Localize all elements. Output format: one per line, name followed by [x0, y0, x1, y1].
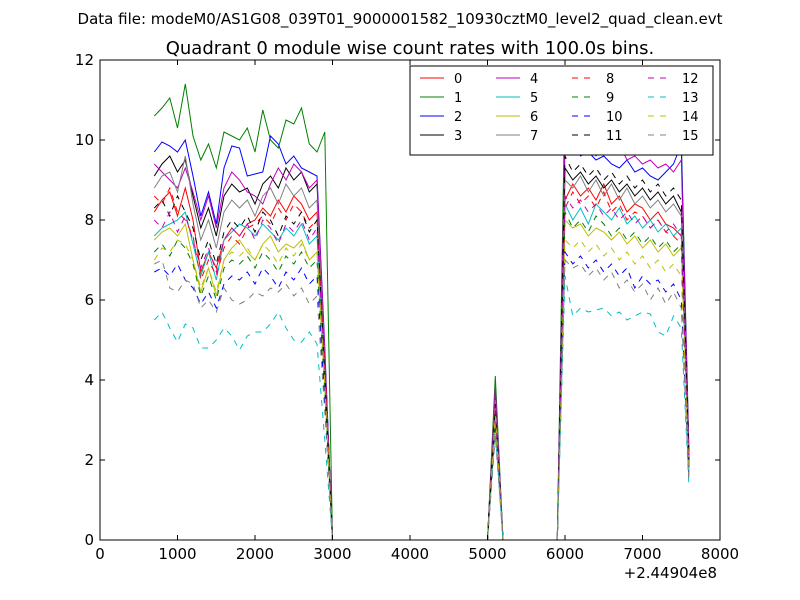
- legend-label-5: 5: [530, 91, 538, 106]
- legend-label-10: 10: [606, 110, 623, 125]
- x-tick-label: 6000: [546, 545, 584, 563]
- y-tick-label: 10: [75, 131, 94, 149]
- legend-label-1: 1: [454, 91, 462, 106]
- legend-label-9: 9: [606, 91, 614, 106]
- legend-label-3: 3: [454, 129, 462, 144]
- x-tick-label: 7000: [623, 545, 661, 563]
- x-tick-label: 3000: [313, 545, 351, 563]
- x-tick-label: 1000: [158, 545, 196, 563]
- y-tick-label: 4: [84, 371, 94, 389]
- x-tick-label: 0: [95, 545, 105, 563]
- legend-label-8: 8: [606, 72, 614, 87]
- x-axis: 0 1000 2000 3000 4000 5000 6000 7000 8000: [95, 60, 739, 563]
- legend-label-6: 6: [530, 110, 538, 125]
- legend-label-2: 2: [454, 110, 462, 125]
- legend-label-12: 12: [682, 72, 699, 87]
- legend-label-15: 15: [682, 129, 699, 144]
- x-tick-label: 2000: [236, 545, 274, 563]
- legend-box: [409, 65, 714, 156]
- legend-label-13: 13: [682, 91, 699, 106]
- legend-label-4: 4: [530, 72, 538, 87]
- legend-label-0: 0: [454, 72, 462, 87]
- legend-label-7: 7: [530, 129, 538, 144]
- x-tick-label: 4000: [391, 545, 429, 563]
- x-offset-label: +2.44904e8: [624, 564, 717, 582]
- y-tick-label: 0: [84, 531, 94, 549]
- x-tick-label: 5000: [468, 545, 506, 563]
- y-tick-label: 2: [84, 451, 94, 469]
- chart-title: Quadrant 0 module wise count rates with …: [166, 38, 655, 59]
- y-tick-label: 12: [75, 51, 94, 69]
- series-line-11: [153, 155, 690, 541]
- legend-label-11: 11: [606, 129, 623, 144]
- chart-suptitle: Data file: modeM0/AS1G08_039T01_90000015…: [78, 10, 723, 29]
- legend-label-14: 14: [682, 110, 699, 125]
- y-tick-label: 6: [84, 291, 94, 309]
- y-tick-label: 8: [84, 211, 94, 229]
- x-tick-label: 8000: [701, 545, 739, 563]
